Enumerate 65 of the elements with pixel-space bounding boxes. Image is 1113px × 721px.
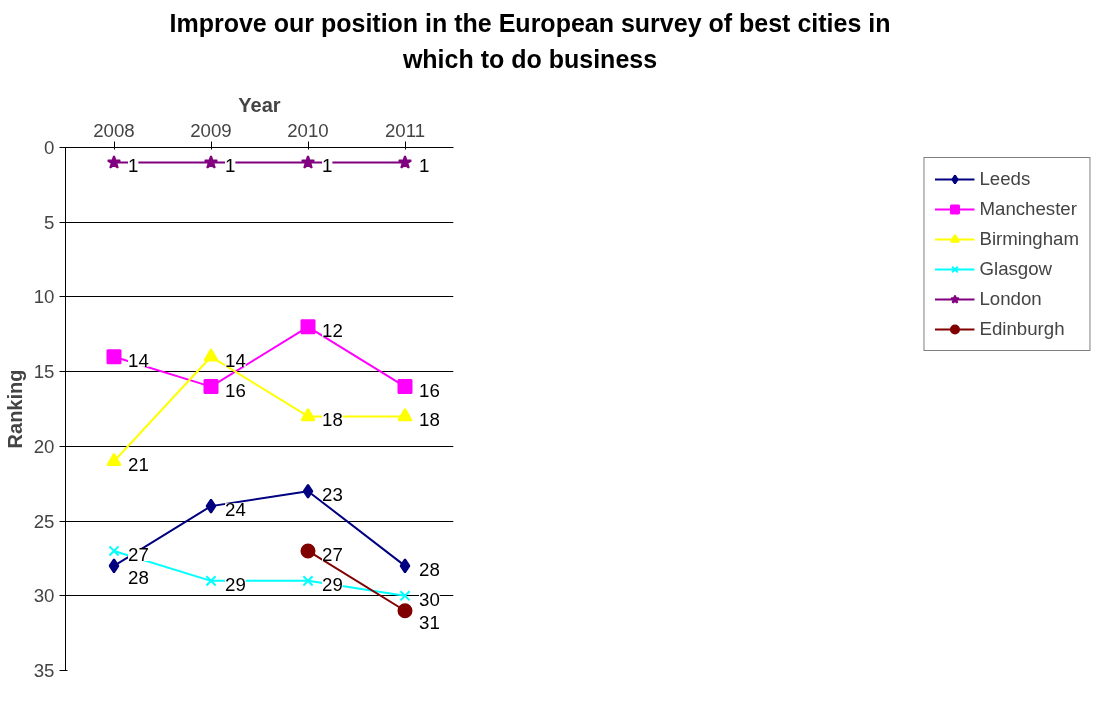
- data-label: 1: [225, 155, 236, 177]
- y-tick-label: 20: [33, 435, 55, 457]
- legend-label: Manchester: [979, 198, 1077, 220]
- y-axis-title: Ranking: [3, 369, 26, 449]
- point: [300, 319, 316, 335]
- point: [300, 543, 316, 559]
- point: [300, 407, 316, 422]
- point: [203, 348, 219, 362]
- legend-label: Glasgow: [979, 258, 1053, 280]
- x-tick-label: 2009: [190, 119, 232, 141]
- data-label: 16: [225, 379, 246, 401]
- y-tick-label: 15: [33, 361, 55, 383]
- point: [302, 483, 314, 499]
- point: [399, 590, 411, 602]
- y-tick-label: 25: [33, 510, 55, 532]
- data-label: 1: [322, 155, 333, 177]
- point: [300, 154, 316, 169]
- data-label: 1: [419, 155, 430, 177]
- data-label: 18: [419, 409, 440, 431]
- data-label: 29: [322, 573, 343, 595]
- x-axis-title: Year: [238, 93, 281, 116]
- x-tick-label: 2010: [287, 119, 329, 141]
- data-label: 23: [322, 484, 343, 506]
- data-label: 18: [322, 409, 343, 431]
- data-label: 16: [419, 379, 440, 401]
- point: [203, 154, 219, 169]
- point: [106, 349, 122, 365]
- data-label: 12: [322, 319, 343, 341]
- point: [205, 498, 217, 514]
- point: [205, 575, 217, 587]
- point: [399, 558, 411, 574]
- point: [397, 603, 413, 619]
- point: [397, 154, 413, 169]
- legend-label: London: [979, 288, 1042, 310]
- legend-label: Birmingham: [979, 228, 1079, 250]
- data-label: 24: [225, 499, 246, 521]
- data-label: 27: [322, 543, 343, 565]
- data-label: 28: [419, 558, 440, 580]
- data-label: 28: [128, 566, 149, 588]
- point: [106, 154, 122, 169]
- data-label: 21: [128, 454, 149, 476]
- data-label: 1: [128, 155, 139, 177]
- data-label: 31: [419, 611, 440, 633]
- y-tick-label: 30: [33, 585, 55, 607]
- point: [203, 379, 219, 395]
- data-label: 27: [128, 543, 149, 565]
- legend-label: Edinburgh: [979, 318, 1065, 340]
- point: [106, 452, 122, 467]
- data-label: 30: [419, 588, 440, 610]
- y-tick-label: 5: [44, 211, 55, 233]
- point: [302, 575, 314, 587]
- data-label: 29: [225, 573, 246, 595]
- data-label: 14: [225, 349, 246, 371]
- text: Improve our position in the European survey of best cities in which to do business: [168, 8, 892, 76]
- point: [108, 545, 120, 557]
- x-tick-label: 2008: [93, 119, 135, 141]
- y-tick-label: 0: [44, 137, 55, 158]
- point: [397, 407, 413, 422]
- point: [397, 379, 413, 395]
- point: [108, 558, 120, 574]
- y-tick-label: 10: [33, 286, 55, 308]
- legend-label: Leeds: [979, 168, 1031, 190]
- y-tick-label: 35: [33, 660, 55, 681]
- data-label: 14: [128, 349, 149, 371]
- x-tick-label: 2011: [384, 119, 426, 141]
